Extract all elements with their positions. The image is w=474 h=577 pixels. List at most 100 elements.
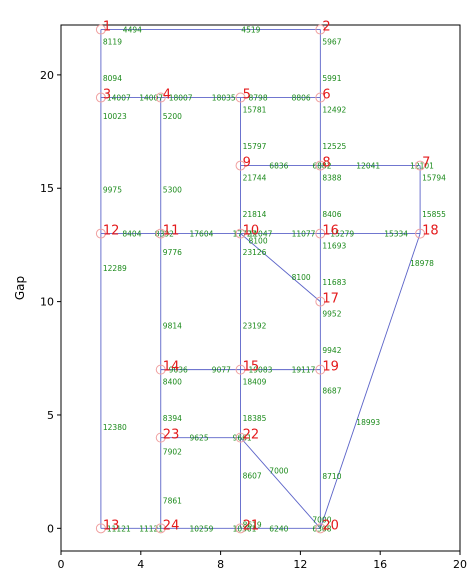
edge-weight-label: 8710 <box>322 472 341 481</box>
edge-weight-label: 15855 <box>422 210 446 219</box>
x-tick-label: 20 <box>453 558 467 571</box>
node-marker <box>235 432 246 443</box>
node-marker <box>415 228 426 239</box>
edge-weight-label: 21814 <box>243 210 267 219</box>
node-marker <box>315 160 326 171</box>
edge-weight-label: 18409 <box>243 377 267 386</box>
y-axis-label: Gap <box>13 276 27 300</box>
node-label: 3 <box>103 88 111 103</box>
node-marker <box>155 523 166 534</box>
edge-weight-label: 12041 <box>356 162 380 171</box>
edge-weight-label: 7000 <box>312 515 331 524</box>
edge-weight-label: 18978 <box>410 259 434 268</box>
node-label: 14 <box>163 360 180 375</box>
node-label: 19 <box>322 360 339 375</box>
edge-weight-label: 6836 <box>269 162 288 171</box>
node-marker <box>235 160 246 171</box>
edge-weight-label: 18007 <box>169 94 193 103</box>
node-marker <box>235 364 246 375</box>
y-axis: 0 5 10 15 20 <box>40 69 61 535</box>
edge-weight-label: 21744 <box>243 173 267 182</box>
edge-weight-label: 8607 <box>243 471 262 480</box>
node-marker <box>155 432 166 443</box>
node-label: 1 <box>103 20 111 35</box>
edge-weight-label: 4519 <box>241 26 260 35</box>
edge-weight-label: 6308 <box>312 524 331 533</box>
edge-weight-label: 6240 <box>269 524 288 533</box>
edge-weight-label: 15334 <box>384 230 408 239</box>
node-label: 2 <box>322 20 330 35</box>
edge-weight-label: 18385 <box>243 414 267 423</box>
edge-weight-label: 17604 <box>190 230 214 239</box>
node-label: 15 <box>243 360 260 375</box>
node-label: 24 <box>163 518 180 533</box>
node-marker <box>155 228 166 239</box>
node-label: 4 <box>163 88 171 103</box>
edge-weight-label: 12101 <box>410 162 434 171</box>
edge-weight-label: 8404 <box>122 230 141 239</box>
edge-weight-label: 15797 <box>243 142 267 151</box>
node-marker <box>235 92 246 103</box>
edge-weight-label: 5200 <box>163 112 182 121</box>
edge-weight-label: 19117 <box>292 366 316 375</box>
node-label: 12 <box>103 224 120 239</box>
node-label: 20 <box>322 518 339 533</box>
edge-weight-label: 11121 <box>107 524 131 533</box>
edge-weight-label: 18993 <box>356 418 380 427</box>
node-label: 5 <box>243 88 251 103</box>
x-tick-label: 12 <box>293 558 307 571</box>
edge-weight-label: 8392 <box>155 230 174 239</box>
edge-weight-label: 8388 <box>322 173 341 182</box>
y-tick-label: 15 <box>40 182 54 195</box>
nodes-layer <box>95 24 426 534</box>
edge-weight-label: 9625 <box>190 434 209 443</box>
y-tick-label: 20 <box>40 69 54 82</box>
node-marker <box>415 160 426 171</box>
edge-weight-label: 8619 <box>243 520 262 529</box>
node-label: 7 <box>422 156 430 171</box>
x-tick-label: 0 <box>58 558 65 571</box>
node-marker <box>95 523 106 534</box>
edge-weight-label: 15279 <box>330 230 354 239</box>
x-tick-label: 4 <box>137 558 144 571</box>
edge-weight-label: 7000 <box>269 466 288 475</box>
node-marker <box>315 92 326 103</box>
edge-weight-label: 15781 <box>243 105 267 114</box>
edge-weight-label: 6882 <box>312 162 331 171</box>
edges-layer <box>100 29 421 529</box>
edge-weight-label: 18035 <box>212 94 236 103</box>
edge-weight-label: 8798 <box>249 94 268 103</box>
node-label: 18 <box>422 224 439 239</box>
edge-weight-label: 5991 <box>322 74 341 83</box>
x-tick-label: 8 <box>217 558 224 571</box>
edge-weight-label: 14007 <box>139 94 163 103</box>
node-marker <box>235 228 246 239</box>
edge-weight-label: 9975 <box>103 186 122 195</box>
edge-weight-label: 9077 <box>212 366 231 375</box>
edge-weight-label: 5967 <box>322 37 341 46</box>
edge-weight-label: 12525 <box>322 142 346 151</box>
y-tick-label: 10 <box>40 296 54 309</box>
edge-weight-label: 5300 <box>163 186 182 195</box>
edge-weight-label: 12380 <box>103 423 127 432</box>
node-marker <box>155 364 166 375</box>
edge-weight-label: 7861 <box>163 497 182 506</box>
plot-frame <box>60 24 461 552</box>
edge-weight-label: 9942 <box>322 346 341 355</box>
node-marker <box>95 24 106 35</box>
edge-weight-label: 9661 <box>233 434 252 443</box>
edge-weight-label: 11077 <box>292 230 316 239</box>
node-marker <box>235 523 246 534</box>
node-label: 10 <box>243 224 260 239</box>
node-label: 9 <box>243 156 251 171</box>
edge-weight-label: 9776 <box>163 248 182 257</box>
edge-weight-label: 11121 <box>139 524 163 533</box>
node-marker <box>315 523 326 534</box>
x-tick-label: 16 <box>373 558 387 571</box>
edge-weight-label: 4494 <box>123 26 142 35</box>
edge-weight-label: 14007 <box>107 94 131 103</box>
node-label: 17 <box>322 292 339 307</box>
